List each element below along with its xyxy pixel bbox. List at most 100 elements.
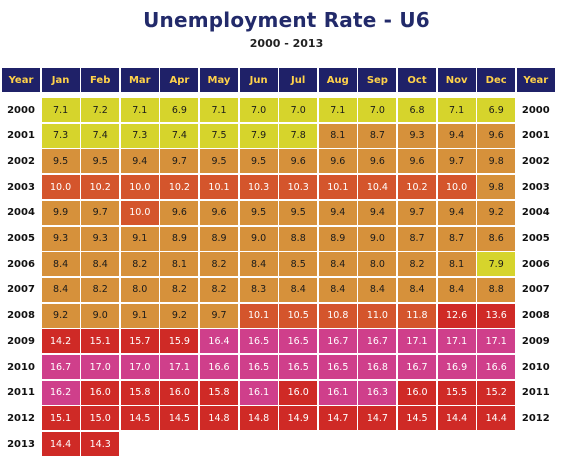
cell-2002-jul: 9.6 (279, 149, 318, 174)
cell-2012-mar: 14.5 (120, 406, 159, 431)
cell-2009-jul: 16.5 (279, 329, 318, 354)
cell-2008-nov: 12.6 (437, 303, 476, 328)
cell-2009-aug: 16.7 (318, 329, 357, 354)
year-label-2009: 2009 (7, 335, 35, 347)
cell-2010-sep: 16.8 (358, 355, 397, 379)
cell-2008-may: 9.7 (200, 303, 238, 328)
cell-2000-may: 7.1 (200, 98, 238, 122)
cell-2001-apr: 7.4 (160, 123, 199, 148)
cell-2004-jan: 9.9 (41, 200, 80, 225)
cell-2012-jan: 15.1 (41, 406, 80, 431)
cell-2009-sep: 16.7 (358, 329, 397, 354)
header-nov: Nov (437, 68, 476, 92)
year-label-2003: 2003 (7, 181, 35, 193)
cell-2011-apr: 16.0 (160, 380, 199, 405)
cell-2007-oct: 8.4 (398, 277, 436, 302)
year-label-2000: 2000 (7, 104, 35, 116)
cell-2006-apr: 8.1 (160, 252, 199, 277)
cell-2006-mar: 8.2 (120, 252, 159, 277)
year-label-right-2007: 2007 (521, 284, 550, 296)
year-label-2013: 2013 (7, 438, 35, 450)
cell-2003-jan: 10.0 (41, 175, 80, 200)
cell-2001-may: 7.5 (200, 123, 238, 148)
year-label-right-2004: 2004 (521, 207, 550, 219)
cell-2008-dec: 13.6 (477, 303, 516, 328)
cell-2001-nov: 9.4 (437, 123, 476, 148)
cell-2003-may: 10.1 (200, 175, 238, 200)
cell-2004-sep: 9.4 (358, 200, 397, 225)
cell-2005-mar: 9.1 (120, 226, 159, 251)
cell-2000-jan: 7.1 (41, 98, 80, 122)
year-label-2010: 2010 (7, 361, 35, 373)
cell-2000-sep: 7.0 (358, 98, 397, 122)
cell-2010-feb: 17.0 (81, 355, 120, 379)
cell-2004-oct: 9.7 (398, 200, 436, 225)
cell-2012-dec: 14.4 (477, 406, 516, 431)
year-label-right-2012: 2012 (521, 412, 550, 424)
cell-2000-mar: 7.1 (120, 98, 159, 122)
cell-2003-mar: 10.0 (120, 175, 159, 200)
cell-2002-oct: 9.6 (398, 149, 436, 174)
header-year-right: Year (516, 68, 555, 92)
cell-2010-dec: 16.6 (477, 355, 516, 379)
cell-2004-apr: 9.6 (160, 200, 199, 225)
header-sep: Sep (358, 68, 397, 92)
cell-2005-nov: 8.7 (437, 226, 476, 251)
cell-2009-feb: 15.1 (81, 329, 120, 354)
cell-2012-may: 14.8 (200, 406, 238, 431)
year-label-2005: 2005 (7, 233, 35, 244)
year-label-2012: 2012 (7, 412, 35, 424)
cell-2000-feb: 7.2 (81, 98, 120, 122)
cell-2006-may: 8.2 (200, 252, 238, 277)
cell-2011-oct: 16.0 (398, 380, 436, 405)
cell-2007-apr: 8.2 (160, 277, 199, 302)
cell-2008-feb: 9.0 (81, 303, 120, 328)
cell-2002-may: 9.5 (200, 149, 238, 174)
header-aug: Aug (318, 68, 357, 92)
cell-2004-mar: 10.0 (120, 200, 159, 225)
cell-2011-feb: 16.0 (81, 380, 120, 405)
cell-2004-dec: 9.2 (477, 200, 516, 225)
header-mar: Mar (120, 68, 159, 92)
cell-2007-jan: 8.4 (41, 277, 80, 302)
cell-2001-mar: 7.3 (120, 123, 159, 148)
cell-2002-dec: 9.8 (477, 149, 516, 174)
cell-2013-jan: 14.4 (41, 432, 80, 457)
cell-2007-mar: 8.0 (120, 277, 159, 302)
cell-2009-apr: 15.9 (160, 329, 199, 354)
year-label-2002: 2002 (7, 155, 35, 167)
cell-2009-mar: 15.7 (120, 329, 159, 354)
header-feb: Feb (81, 68, 120, 92)
cell-2002-apr: 9.7 (160, 149, 199, 174)
cell-2003-jun: 10.3 (239, 175, 278, 200)
cell-2008-sep: 11.0 (358, 303, 397, 328)
cell-2009-jun: 16.5 (239, 329, 278, 354)
cell-2005-aug: 8.9 (318, 226, 357, 251)
cell-2012-sep: 14.7 (358, 406, 397, 431)
cell-2010-jun: 16.5 (239, 355, 278, 379)
cell-2012-apr: 14.5 (160, 406, 199, 431)
cell-2003-apr: 10.2 (160, 175, 199, 200)
year-label-right-2009: 2009 (521, 335, 550, 347)
cell-2003-dec: 9.8 (477, 175, 516, 200)
cell-2004-feb: 9.7 (81, 200, 120, 225)
header-jun: Jun (239, 68, 278, 92)
cell-2003-nov: 10.0 (437, 175, 476, 200)
cell-2011-dec: 15.2 (477, 380, 516, 405)
cell-2006-nov: 8.1 (437, 252, 476, 277)
cell-2008-jan: 9.2 (41, 303, 80, 328)
cell-2006-sep: 8.0 (358, 252, 397, 277)
cell-2007-feb: 8.2 (81, 277, 120, 302)
cell-2002-sep: 9.6 (358, 149, 397, 174)
cell-2011-jun: 16.1 (239, 380, 278, 405)
cell-2012-jun: 14.8 (239, 406, 278, 431)
cell-2009-jan: 14.2 (41, 329, 80, 354)
year-label-right-2002: 2002 (521, 155, 550, 167)
cell-2010-nov: 16.9 (437, 355, 476, 379)
cell-2007-jun: 8.3 (239, 277, 278, 302)
cell-2006-jul: 8.5 (279, 252, 318, 277)
cell-2004-jun: 9.5 (239, 200, 278, 225)
year-label-right-2000: 2000 (521, 104, 550, 116)
cell-2012-jul: 14.9 (279, 406, 318, 431)
